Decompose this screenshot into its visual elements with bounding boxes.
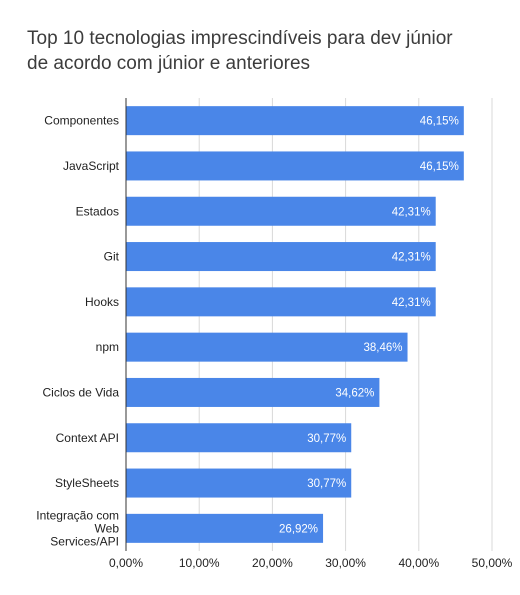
bar-data-label: 46,15% <box>420 161 459 173</box>
bar-data-label: 26,92% <box>279 523 318 535</box>
x-tick-label: 20,00% <box>252 556 293 570</box>
category-label: Hooks <box>85 295 119 309</box>
bar-data-label: 30,77% <box>307 433 346 445</box>
bar-data-label: 42,31% <box>392 252 431 264</box>
bar <box>126 513 324 543</box>
category-label: JavaScript <box>63 159 120 173</box>
x-tick-label: 10,00% <box>179 556 220 570</box>
category-label-line: Web <box>95 521 120 535</box>
category-label: Git <box>104 250 120 264</box>
chart-title: Top 10 tecnologias imprescindíveis para … <box>27 26 507 76</box>
category-label: npm <box>96 340 119 354</box>
chart-title-line-2: de acordo com júnior e anteriores <box>27 53 311 74</box>
category-label-line: Ciclos de Vida <box>43 385 120 399</box>
bar <box>126 423 352 453</box>
bar-data-label: 46,15% <box>420 116 459 128</box>
bar <box>126 287 436 317</box>
category-label-line: StyleSheets <box>55 476 119 490</box>
chart-title-line-1: Top 10 tecnologias imprescindíveis para … <box>27 28 453 49</box>
category-label: Ciclos de Vida <box>43 385 120 399</box>
bar <box>126 242 436 272</box>
category-label-line: Integração com <box>36 508 119 522</box>
bar <box>126 377 380 407</box>
bar <box>126 468 352 498</box>
category-label-line: Context API <box>56 431 119 445</box>
category-label: Componentes <box>44 114 119 128</box>
category-label-line: Hooks <box>85 295 119 309</box>
x-tick-label: 0,00% <box>109 556 143 570</box>
bar <box>126 196 436 226</box>
category-label: StyleSheets <box>55 476 119 490</box>
category-label: Integração com Web Services/API <box>36 508 119 548</box>
x-tick-label: 50,00% <box>472 556 513 570</box>
category-label-line: Estados <box>76 204 119 218</box>
bar-data-label: 42,31% <box>392 297 431 309</box>
bar <box>126 151 464 181</box>
bar-data-label: 42,31% <box>392 206 431 218</box>
bar <box>126 332 408 362</box>
category-label-line: npm <box>96 340 119 354</box>
category-label-line: Services/API <box>50 534 119 548</box>
bar <box>126 106 464 136</box>
category-label-line: Git <box>104 250 120 264</box>
bar-data-label: 30,77% <box>307 478 346 490</box>
category-label-line: JavaScript <box>63 159 120 173</box>
x-tick-label: 30,00% <box>325 556 366 570</box>
x-tick-label: 40,00% <box>398 556 439 570</box>
category-label: Context API <box>56 431 119 445</box>
bar-data-label: 34,62% <box>335 387 374 399</box>
category-label-line: Componentes <box>44 114 119 128</box>
bar-data-label: 38,46% <box>364 342 403 354</box>
bars <box>126 106 464 543</box>
labels: 0,00% 10,00% 20,00% 30,00% 40,00% 50,00% 46,15… <box>36 114 512 570</box>
category-label: Estados <box>76 204 119 218</box>
